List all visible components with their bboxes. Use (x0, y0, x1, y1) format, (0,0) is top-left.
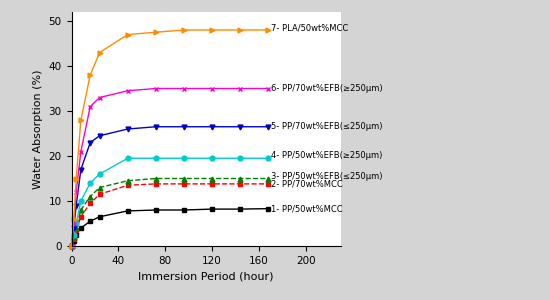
X-axis label: Immersion Period (hour): Immersion Period (hour) (139, 271, 274, 281)
Text: 5- PP/70wt%EFB(≤250μm): 5- PP/70wt%EFB(≤250μm) (271, 122, 382, 131)
Text: 1- PP/50wt%MCC: 1- PP/50wt%MCC (271, 204, 342, 213)
Y-axis label: Water Absorption (%): Water Absorption (%) (33, 69, 43, 189)
Text: 7- PLA/50wt%MCC: 7- PLA/50wt%MCC (271, 23, 348, 32)
Text: 3- PP/50wt%EFB(≤250μm): 3- PP/50wt%EFB(≤250μm) (271, 172, 382, 181)
Text: 2- PP/70wt%MCC: 2- PP/70wt%MCC (271, 179, 343, 188)
Text: 6- PP/70wt%EFB(≥250μm): 6- PP/70wt%EFB(≥250μm) (271, 84, 382, 93)
Text: 4- PP/50wt%EFB(≥250μm): 4- PP/50wt%EFB(≥250μm) (271, 152, 382, 160)
